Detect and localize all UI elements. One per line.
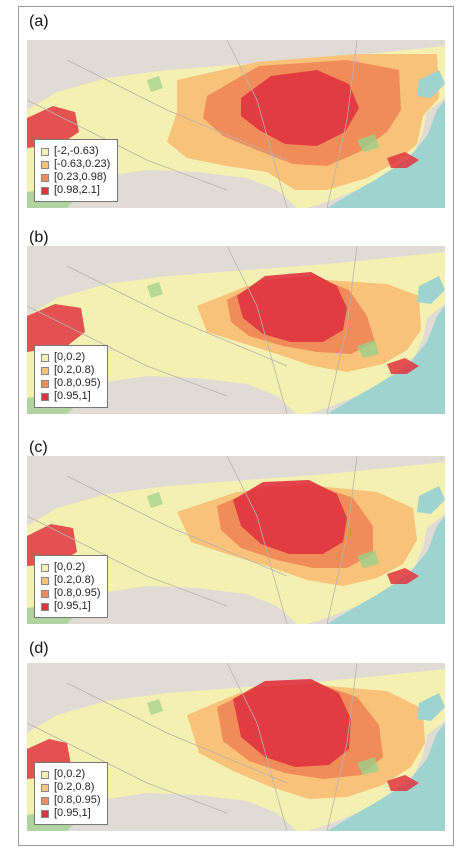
map-panel-b[interactable]: [0,0.2) [0.2,0.8) [0.8,0.95) [0.95,1] [27, 246, 445, 414]
sound-water [417, 693, 445, 721]
legend-swatch [41, 366, 49, 375]
legend-item: [0.23,0.98) [41, 171, 110, 184]
coastal-patch [387, 358, 419, 374]
legend-d: [0,0.2) [0.2,0.8) [0.8,0.95) [0.95,1] [34, 762, 109, 825]
sound-water [417, 70, 445, 98]
state-region-top [237, 272, 347, 342]
forest-patch [357, 757, 379, 775]
legend-swatch [41, 796, 49, 805]
sound-water [417, 276, 445, 304]
legend-label: [0,0.2) [54, 351, 86, 363]
legend-label: [0.2,0.8) [54, 574, 95, 586]
forest-patch [147, 492, 163, 508]
map-panel-c[interactable]: [0,0.2) [0.2,0.8) [0.8,0.95) [0.95,1] [27, 456, 445, 624]
legend-label: [0.2,0.8) [54, 781, 95, 793]
state-region-west [27, 106, 79, 148]
legend-swatch [41, 563, 49, 572]
legend-swatch [41, 783, 49, 792]
coastal-patch [387, 152, 419, 168]
legend-label: [0.23,0.98) [54, 171, 107, 183]
panel-label-d: (d) [29, 640, 49, 657]
legend-item: [0.98,2.1] [41, 184, 110, 197]
legend-label: [0.95,1] [54, 600, 91, 612]
state-region-top [241, 70, 359, 146]
state-region-top [233, 480, 347, 554]
forest-patch [147, 699, 163, 715]
legend-swatch [41, 602, 49, 611]
sound-water [417, 486, 445, 514]
legend-c: [0,0.2) [0.2,0.8) [0.8,0.95) [0.95,1] [34, 555, 109, 618]
legend-swatch [41, 186, 49, 195]
state-region-west [27, 304, 85, 352]
legend-item: [0.95,1] [41, 600, 100, 613]
road-lines [27, 663, 358, 831]
panel-label-c: (c) [29, 439, 48, 456]
legend-label: [0.95,1] [54, 390, 91, 402]
forest-patch [357, 134, 379, 152]
forest-patch [147, 282, 163, 298]
legend-item: [0.95,1] [41, 390, 100, 403]
legend-label: [0,0.2) [54, 768, 86, 780]
legend-label: [0.98,2.1] [54, 184, 100, 196]
forest-patch [147, 76, 163, 92]
legend-item: [0.8,0.95) [41, 377, 100, 390]
legend-label: [0.8,0.95) [54, 377, 101, 389]
map-panel-a[interactable]: [-2,-0.63) [-0.63,0.23) [0.23,0.98) [0.9… [27, 40, 445, 208]
legend-label: [0.8,0.95) [54, 587, 101, 599]
ocean-area [327, 516, 445, 624]
legend-swatch [41, 173, 49, 182]
legend-item: [0.2,0.8) [41, 781, 100, 794]
legend-swatch [41, 576, 49, 585]
legend-item: [0.2,0.8) [41, 364, 100, 377]
legend-swatch [41, 809, 49, 818]
road-lines [27, 456, 358, 624]
coastal-patch [387, 568, 419, 584]
legend-swatch [41, 770, 49, 779]
legend-swatch [41, 589, 49, 598]
road-lines [27, 246, 358, 414]
forest-patch [357, 550, 379, 568]
legend-label: [0.2,0.8) [54, 364, 95, 376]
legend-item: [0,0.2) [41, 768, 100, 781]
legend-label: [-0.63,0.23) [54, 158, 111, 170]
panel-label-a: (a) [29, 13, 49, 30]
legend-item: [0,0.2) [41, 351, 100, 364]
legend-item: [-0.63,0.23) [41, 158, 110, 171]
ocean-area [327, 306, 445, 414]
ocean-area [327, 100, 445, 208]
legend-item: [0.8,0.95) [41, 587, 100, 600]
legend-swatch [41, 392, 49, 401]
ocean-area [327, 723, 445, 831]
coastal-patch [387, 775, 419, 791]
legend-swatch [41, 147, 49, 156]
choropleth-map-c [27, 456, 445, 624]
legend-item: [-2,-0.63) [41, 145, 110, 158]
legend-swatch [41, 379, 49, 388]
panel-label-b: (b) [29, 229, 49, 246]
legend-swatch [41, 353, 49, 362]
legend-label: [0.8,0.95) [54, 794, 101, 806]
forest-patch [357, 340, 379, 358]
legend-item: [0.2,0.8) [41, 574, 100, 587]
choropleth-map-a [27, 40, 445, 208]
legend-item: [0,0.2) [41, 561, 100, 574]
legend-label: [0,0.2) [54, 561, 86, 573]
state-region-top [233, 679, 351, 767]
legend-item: [0.8,0.95) [41, 794, 100, 807]
legend-label: [-2,-0.63) [54, 145, 99, 157]
legend-label: [0.95,1] [54, 807, 91, 819]
figure-frame: (a) [-2,-0.63) [-0.63,0.23) [0.23,0.98) … [18, 6, 454, 846]
legend-a: [-2,-0.63) [-0.63,0.23) [0.23,0.98) [0.9… [34, 139, 119, 202]
legend-item: [0.95,1] [41, 807, 100, 820]
legend-b: [0,0.2) [0.2,0.8) [0.8,0.95) [0.95,1] [34, 345, 109, 408]
legend-swatch [41, 160, 49, 169]
map-panel-d[interactable]: [0,0.2) [0.2,0.8) [0.8,0.95) [0.95,1] [27, 663, 445, 831]
